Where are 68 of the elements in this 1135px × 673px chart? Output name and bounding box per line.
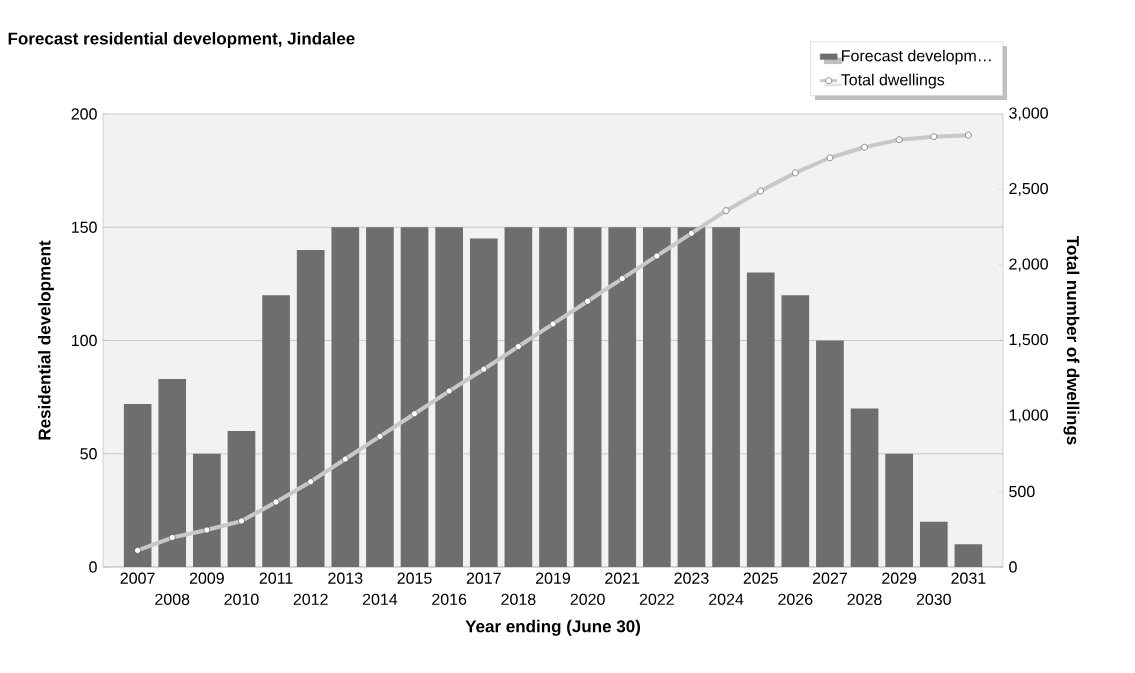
x-tick-label: 2025 bbox=[743, 572, 778, 584]
bar bbox=[296, 249, 325, 567]
y-tick-label: 100 bbox=[72, 334, 97, 347]
y2-tick-label: 500 bbox=[1009, 485, 1035, 498]
y-tick-label: 0 bbox=[89, 561, 97, 573]
bar bbox=[227, 431, 256, 567]
bar bbox=[193, 453, 221, 567]
x-tick-label: 2015 bbox=[397, 572, 432, 584]
bar bbox=[366, 227, 394, 567]
bar bbox=[504, 227, 533, 567]
bar bbox=[435, 227, 463, 567]
x-tick-label: 2017 bbox=[466, 572, 501, 584]
y2-tick-label: 3,000 bbox=[1009, 107, 1048, 121]
y-tick-label: 50 bbox=[80, 448, 97, 460]
bar bbox=[262, 295, 290, 567]
bar bbox=[643, 227, 671, 567]
x-tick-label: 2007 bbox=[120, 572, 155, 584]
x-tick-label: 2011 bbox=[259, 572, 293, 584]
chart-title: Forecast residential development, Jindalee bbox=[8, 32, 355, 48]
bar bbox=[885, 453, 914, 567]
bar bbox=[123, 403, 152, 567]
x-tick-label: 2029 bbox=[882, 572, 917, 584]
y2-tick-label: 0 bbox=[1009, 561, 1017, 573]
x-tick-label: 2030 bbox=[916, 593, 951, 605]
x-tick-label: 2014 bbox=[362, 593, 398, 605]
x-tick-label: 2020 bbox=[570, 593, 605, 605]
x-tick-label: 2018 bbox=[501, 593, 536, 605]
x-tick-label: 2021 bbox=[605, 572, 640, 584]
x-tick-label: 2008 bbox=[155, 593, 190, 605]
bar bbox=[781, 295, 810, 567]
bar bbox=[469, 238, 498, 567]
bar bbox=[608, 227, 637, 567]
bar bbox=[954, 544, 983, 567]
legend-label: Forecast developm… bbox=[842, 49, 991, 65]
x-tick-label: 2012 bbox=[293, 593, 328, 605]
x-tick-label: 2022 bbox=[639, 593, 674, 605]
y-tick-label: 150 bbox=[72, 221, 97, 233]
x-tick-label: 2013 bbox=[328, 572, 363, 584]
x-tick-label: 2027 bbox=[812, 572, 847, 584]
y2-axis-title: Total number of dwellings bbox=[1063, 236, 1080, 445]
y2-tick-label: 2,000 bbox=[1009, 258, 1048, 272]
bar bbox=[746, 272, 775, 567]
y-tick-label: 200 bbox=[71, 108, 97, 120]
x-tick-label: 2028 bbox=[847, 593, 882, 605]
x-tick-label: 2026 bbox=[778, 593, 813, 605]
bar bbox=[331, 227, 360, 567]
x-tick-label: 2016 bbox=[432, 593, 467, 605]
y2-tick-label: 1,000 bbox=[1009, 409, 1048, 423]
bar bbox=[919, 521, 948, 567]
x-axis-title: Year ending (June 30) bbox=[465, 619, 641, 636]
bar bbox=[400, 227, 429, 567]
x-tick-label: 2009 bbox=[189, 572, 224, 584]
x-tick-label: 2010 bbox=[224, 593, 259, 605]
x-tick-label: 2031 bbox=[951, 572, 986, 584]
legend-label: Total dwellings bbox=[841, 73, 945, 89]
bar bbox=[539, 227, 567, 567]
bar bbox=[573, 227, 602, 567]
bar bbox=[850, 408, 879, 567]
bar bbox=[816, 340, 844, 567]
y2-tick-label: 2,500 bbox=[1009, 182, 1048, 197]
x-tick-label: 2023 bbox=[674, 572, 709, 584]
y-axis-title: Residential development bbox=[38, 240, 54, 440]
bar bbox=[158, 379, 187, 567]
x-tick-label: 2019 bbox=[536, 572, 571, 584]
bar bbox=[677, 227, 706, 567]
x-tick-label: 2024 bbox=[709, 593, 744, 605]
bar bbox=[712, 227, 740, 567]
y2-tick-label: 1,500 bbox=[1009, 333, 1048, 348]
